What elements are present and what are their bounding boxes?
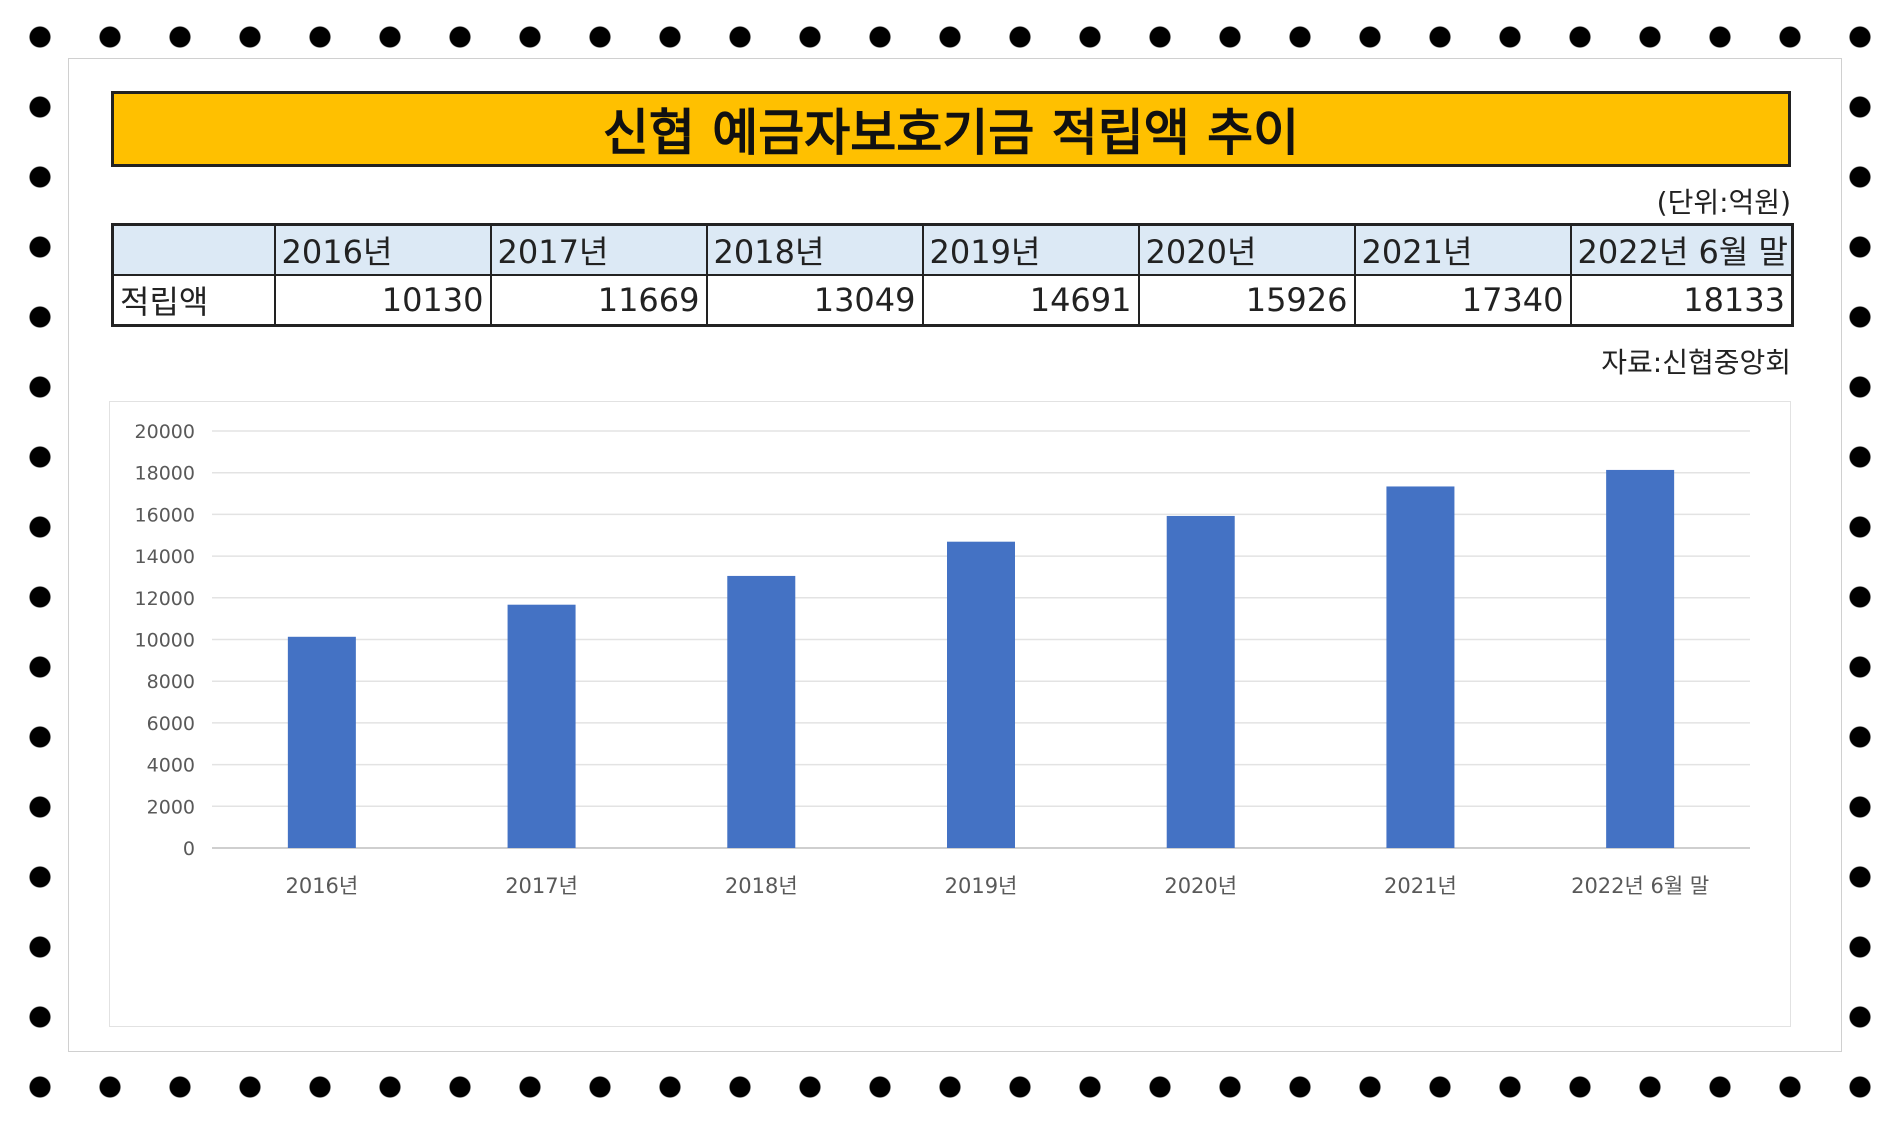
chart-card: 신협 예금자보호기금 적립액 추이 (단위:억원) 2016년 2017년 20… [68, 58, 1842, 1052]
table-value-cell: 18133 [1569, 274, 1794, 327]
bar [727, 575, 796, 848]
x-tick-label: 2017년 [505, 874, 578, 898]
bar [1386, 486, 1455, 848]
y-tick-label: 10000 [135, 630, 195, 652]
y-tick-label: 16000 [135, 504, 195, 526]
bar [1166, 515, 1235, 848]
table-row-label: 적립액 [111, 274, 276, 327]
y-tick-label: 18000 [135, 463, 195, 485]
table-header-cell: 2016년 [273, 223, 492, 276]
table-corner-cell [111, 223, 276, 276]
bar [507, 604, 576, 848]
y-tick-label: 8000 [147, 671, 195, 693]
bar [287, 636, 356, 848]
bar-chart-svg: 0 2000 4000 6000 8000 10000 12000 14000 16000 180… [135, 421, 1750, 898]
data-table: 2016년 2017년 2018년 2019년 2020년 2021년 2022… [111, 223, 1794, 327]
y-tick-label: 14000 [135, 546, 195, 568]
table-header-cell: 2021년 [1353, 223, 1572, 276]
source-note: 자료:신협중앙회 [1601, 346, 1791, 379]
x-tick-label: 2021년 [1384, 874, 1457, 898]
y-tick-label: 12000 [135, 588, 195, 610]
table-value-cell: 11669 [489, 274, 708, 327]
table-header-cell: 2020년 [1137, 223, 1356, 276]
x-tick-label: 2016년 [285, 874, 358, 898]
unit-note: (단위:억원) [1656, 186, 1791, 219]
y-tick-label: 6000 [147, 713, 195, 735]
chart-title: 신협 예금자보호기금 적립액 추이 [111, 91, 1791, 167]
table-value-cell: 10130 [273, 274, 492, 327]
x-tick-label: 2019년 [945, 874, 1018, 898]
table-header-cell: 2019년 [921, 223, 1140, 276]
table-header-cell: 2018년 [705, 223, 924, 276]
table-header-cell: 2017년 [489, 223, 708, 276]
bar-chart: 0 2000 4000 6000 8000 10000 12000 14000 16000 180… [109, 401, 1791, 1027]
table-value-cell: 15926 [1137, 274, 1356, 327]
x-tick-label: 2020년 [1164, 874, 1237, 898]
table-header-cell: 2022년 6월 말 [1569, 223, 1794, 276]
x-tick-label: 2022년 6월 말 [1571, 874, 1709, 898]
bar [947, 541, 1015, 848]
table-value-cell: 13049 [705, 274, 924, 327]
x-tick-label: 2018년 [725, 874, 798, 898]
y-tick-label: 0 [183, 838, 195, 860]
table-value-cell: 17340 [1353, 274, 1572, 327]
y-tick-label: 20000 [135, 421, 195, 443]
bar [1606, 469, 1675, 848]
table-header-row: 2016년 2017년 2018년 2019년 2020년 2021년 2022… [111, 223, 1794, 276]
table-row: 적립액 10130 11669 13049 14691 15926 17340 … [111, 274, 1794, 327]
table-value-cell: 14691 [921, 274, 1140, 327]
y-tick-label: 2000 [147, 796, 195, 818]
y-tick-label: 4000 [147, 755, 195, 777]
